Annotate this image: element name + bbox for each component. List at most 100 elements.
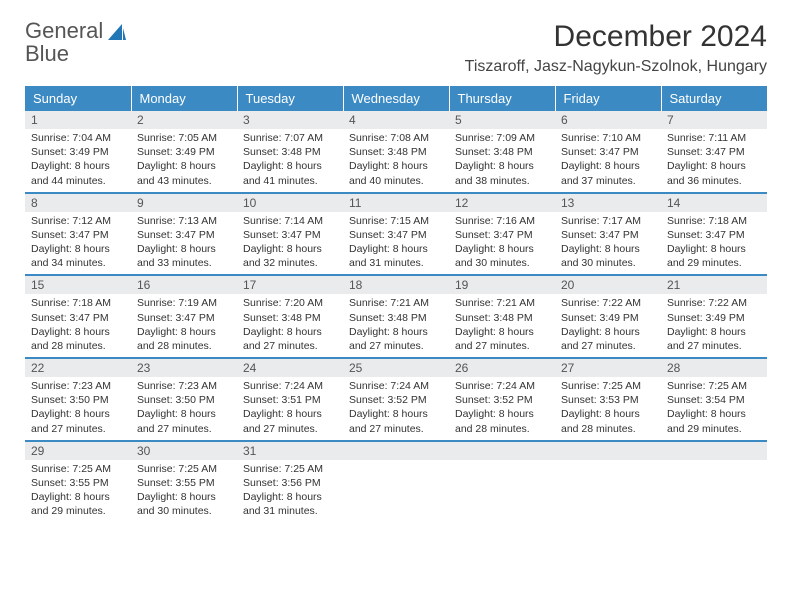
sunset-line: Sunset: 3:49 PM xyxy=(561,311,655,325)
day-details: Sunrise: 7:17 AMSunset: 3:47 PMDaylight:… xyxy=(555,212,661,275)
daylight-line: Daylight: 8 hours and 43 minutes. xyxy=(137,159,231,187)
sunrise-line: Sunrise: 7:16 AM xyxy=(455,214,549,228)
sunrise-line: Sunrise: 7:07 AM xyxy=(243,131,337,145)
calendar-day-cell: 7Sunrise: 7:11 AMSunset: 3:47 PMDaylight… xyxy=(661,111,767,193)
logo-text-1: General xyxy=(25,18,103,43)
sunset-line: Sunset: 3:48 PM xyxy=(349,311,443,325)
calendar-body: 1Sunrise: 7:04 AMSunset: 3:49 PMDaylight… xyxy=(25,111,767,522)
sunset-line: Sunset: 3:47 PM xyxy=(137,228,231,242)
logo-text-wrap: General Blue xyxy=(25,20,126,66)
day-number: 4 xyxy=(343,111,449,129)
calendar-head: SundayMondayTuesdayWednesdayThursdayFrid… xyxy=(25,86,767,111)
sunrise-line: Sunrise: 7:18 AM xyxy=(667,214,761,228)
sunrise-line: Sunrise: 7:24 AM xyxy=(455,379,549,393)
sunrise-line: Sunrise: 7:04 AM xyxy=(31,131,125,145)
calendar-day-cell: 1Sunrise: 7:04 AMSunset: 3:49 PMDaylight… xyxy=(25,111,131,193)
day-number: 20 xyxy=(555,276,661,294)
daylight-line: Daylight: 8 hours and 29 minutes. xyxy=(31,490,125,518)
sunset-line: Sunset: 3:54 PM xyxy=(667,393,761,407)
daylight-line: Daylight: 8 hours and 28 minutes. xyxy=(561,407,655,435)
day-header: Saturday xyxy=(661,86,767,111)
daylight-line: Daylight: 8 hours and 30 minutes. xyxy=(561,242,655,270)
location-text: Tiszaroff, Jasz-Nagykun-Szolnok, Hungary xyxy=(465,58,767,76)
calendar-day-cell: 2Sunrise: 7:05 AMSunset: 3:49 PMDaylight… xyxy=(131,111,237,193)
calendar-day-cell: 17Sunrise: 7:20 AMSunset: 3:48 PMDayligh… xyxy=(237,275,343,358)
sunset-line: Sunset: 3:48 PM xyxy=(455,145,549,159)
sunset-line: Sunset: 3:52 PM xyxy=(349,393,443,407)
day-number: 28 xyxy=(661,359,767,377)
calendar-week-row: 22Sunrise: 7:23 AMSunset: 3:50 PMDayligh… xyxy=(25,358,767,441)
sunset-line: Sunset: 3:49 PM xyxy=(137,145,231,159)
sunrise-line: Sunrise: 7:12 AM xyxy=(31,214,125,228)
calendar-day-cell xyxy=(449,441,555,523)
day-details: Sunrise: 7:13 AMSunset: 3:47 PMDaylight:… xyxy=(131,212,237,275)
day-header-row: SundayMondayTuesdayWednesdayThursdayFrid… xyxy=(25,86,767,111)
title-block: December 2024 Tiszaroff, Jasz-Nagykun-Sz… xyxy=(465,20,767,76)
calendar-day-cell: 3Sunrise: 7:07 AMSunset: 3:48 PMDaylight… xyxy=(237,111,343,193)
calendar-day-cell: 27Sunrise: 7:25 AMSunset: 3:53 PMDayligh… xyxy=(555,358,661,441)
day-number: 18 xyxy=(343,276,449,294)
calendar-day-cell xyxy=(555,441,661,523)
sunrise-line: Sunrise: 7:23 AM xyxy=(137,379,231,393)
day-number: 27 xyxy=(555,359,661,377)
calendar-week-row: 15Sunrise: 7:18 AMSunset: 3:47 PMDayligh… xyxy=(25,275,767,358)
calendar-day-cell: 24Sunrise: 7:24 AMSunset: 3:51 PMDayligh… xyxy=(237,358,343,441)
sunrise-line: Sunrise: 7:25 AM xyxy=(243,462,337,476)
day-details: Sunrise: 7:25 AMSunset: 3:55 PMDaylight:… xyxy=(25,460,131,523)
day-number: 1 xyxy=(25,111,131,129)
day-number: 8 xyxy=(25,194,131,212)
day-number: 21 xyxy=(661,276,767,294)
day-details: Sunrise: 7:24 AMSunset: 3:52 PMDaylight:… xyxy=(449,377,555,440)
day-details: Sunrise: 7:04 AMSunset: 3:49 PMDaylight:… xyxy=(25,129,131,192)
sunrise-line: Sunrise: 7:25 AM xyxy=(561,379,655,393)
calendar-day-cell xyxy=(343,441,449,523)
calendar-day-cell: 13Sunrise: 7:17 AMSunset: 3:47 PMDayligh… xyxy=(555,193,661,276)
day-details: Sunrise: 7:05 AMSunset: 3:49 PMDaylight:… xyxy=(131,129,237,192)
daylight-line: Daylight: 8 hours and 27 minutes. xyxy=(561,325,655,353)
day-number: 13 xyxy=(555,194,661,212)
sunrise-line: Sunrise: 7:13 AM xyxy=(137,214,231,228)
daylight-line: Daylight: 8 hours and 30 minutes. xyxy=(137,490,231,518)
day-number: 2 xyxy=(131,111,237,129)
calendar-day-cell: 28Sunrise: 7:25 AMSunset: 3:54 PMDayligh… xyxy=(661,358,767,441)
sunrise-line: Sunrise: 7:25 AM xyxy=(31,462,125,476)
day-details: Sunrise: 7:25 AMSunset: 3:56 PMDaylight:… xyxy=(237,460,343,523)
sunrise-line: Sunrise: 7:22 AM xyxy=(667,296,761,310)
empty-day-header xyxy=(661,442,767,460)
daylight-line: Daylight: 8 hours and 44 minutes. xyxy=(31,159,125,187)
calendar-day-cell: 20Sunrise: 7:22 AMSunset: 3:49 PMDayligh… xyxy=(555,275,661,358)
day-header: Tuesday xyxy=(237,86,343,111)
calendar-day-cell: 26Sunrise: 7:24 AMSunset: 3:52 PMDayligh… xyxy=(449,358,555,441)
calendar-day-cell: 4Sunrise: 7:08 AMSunset: 3:48 PMDaylight… xyxy=(343,111,449,193)
daylight-line: Daylight: 8 hours and 27 minutes. xyxy=(667,325,761,353)
logo-sail-icon xyxy=(108,24,126,40)
sunset-line: Sunset: 3:50 PM xyxy=(137,393,231,407)
day-details: Sunrise: 7:25 AMSunset: 3:53 PMDaylight:… xyxy=(555,377,661,440)
sunset-line: Sunset: 3:55 PM xyxy=(137,476,231,490)
month-title: December 2024 xyxy=(465,20,767,54)
logo-text-2: Blue xyxy=(25,41,69,66)
sunset-line: Sunset: 3:49 PM xyxy=(31,145,125,159)
daylight-line: Daylight: 8 hours and 27 minutes. xyxy=(137,407,231,435)
daylight-line: Daylight: 8 hours and 27 minutes. xyxy=(31,407,125,435)
calendar-day-cell: 29Sunrise: 7:25 AMSunset: 3:55 PMDayligh… xyxy=(25,441,131,523)
daylight-line: Daylight: 8 hours and 27 minutes. xyxy=(349,407,443,435)
day-number: 15 xyxy=(25,276,131,294)
daylight-line: Daylight: 8 hours and 27 minutes. xyxy=(243,325,337,353)
daylight-line: Daylight: 8 hours and 29 minutes. xyxy=(667,407,761,435)
sunset-line: Sunset: 3:53 PM xyxy=(561,393,655,407)
daylight-line: Daylight: 8 hours and 28 minutes. xyxy=(137,325,231,353)
calendar-day-cell: 18Sunrise: 7:21 AMSunset: 3:48 PMDayligh… xyxy=(343,275,449,358)
daylight-line: Daylight: 8 hours and 27 minutes. xyxy=(455,325,549,353)
daylight-line: Daylight: 8 hours and 32 minutes. xyxy=(243,242,337,270)
daylight-line: Daylight: 8 hours and 37 minutes. xyxy=(561,159,655,187)
day-header: Friday xyxy=(555,86,661,111)
sunrise-line: Sunrise: 7:17 AM xyxy=(561,214,655,228)
day-details: Sunrise: 7:24 AMSunset: 3:51 PMDaylight:… xyxy=(237,377,343,440)
calendar-week-row: 29Sunrise: 7:25 AMSunset: 3:55 PMDayligh… xyxy=(25,441,767,523)
daylight-line: Daylight: 8 hours and 27 minutes. xyxy=(243,407,337,435)
sunrise-line: Sunrise: 7:24 AM xyxy=(349,379,443,393)
day-number: 5 xyxy=(449,111,555,129)
sunset-line: Sunset: 3:52 PM xyxy=(455,393,549,407)
calendar-day-cell: 21Sunrise: 7:22 AMSunset: 3:49 PMDayligh… xyxy=(661,275,767,358)
